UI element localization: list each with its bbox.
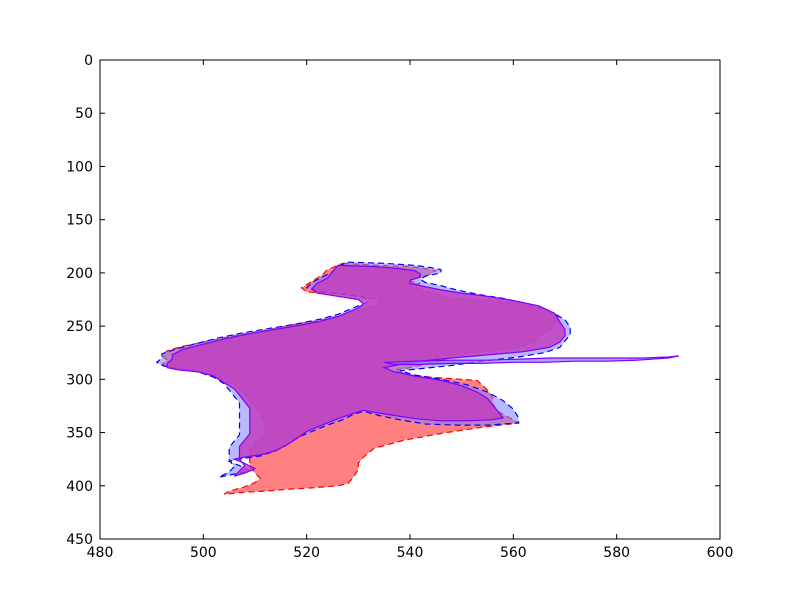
y-tick-label-400: 400: [66, 479, 93, 495]
x-tick-label-560: 560: [500, 545, 527, 561]
y-tick-label-0: 0: [84, 53, 93, 69]
y-tick-label-450: 450: [66, 532, 93, 548]
y-tick-label-350: 350: [66, 426, 93, 442]
x-tick-label-540: 540: [397, 545, 424, 561]
series-3-purple-line: [384, 355, 679, 365]
y-axis: 0 50 100 150 200 250 300 350 400 450: [66, 53, 720, 548]
y-tick-label-250: 250: [66, 319, 93, 335]
y-tick-label-300: 300: [66, 372, 93, 388]
y-tick-label-100: 100: [66, 159, 93, 175]
y-tick-label-200: 200: [66, 266, 93, 282]
x-tick-label-480: 480: [87, 545, 114, 561]
series-2-purple-outline: [166, 264, 566, 477]
series-layer: [155, 261, 679, 495]
x-tick-label-600: 600: [707, 545, 734, 561]
y-tick-label-50: 50: [75, 106, 93, 122]
x-axis: 480 500 520 540 560 580 600: [87, 60, 734, 561]
x-tick-label-580: 580: [603, 545, 630, 561]
x-tick-label-500: 500: [190, 545, 217, 561]
y-tick-label-150: 150: [66, 213, 93, 229]
x-tick-label-520: 520: [293, 545, 320, 561]
